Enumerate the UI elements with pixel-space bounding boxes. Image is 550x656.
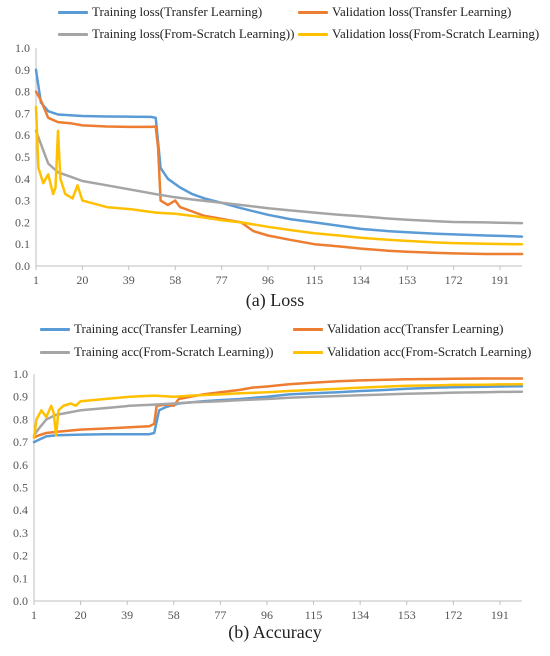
legend-label: Training acc(From-Scratch Learning)) <box>74 344 274 359</box>
accuracy-chart-panel: Training acc(Transfer Learning) Validati… <box>0 318 550 656</box>
y-tick-label: 0.4 <box>15 172 30 186</box>
y-tick-label: 0.6 <box>15 128 30 142</box>
y-tick-label: 0.4 <box>13 503 28 517</box>
x-tick-label: 96 <box>261 608 273 622</box>
x-tick-label: 20 <box>76 273 88 287</box>
x-tick-label: 58 <box>169 273 181 287</box>
x-tick-label: 39 <box>123 273 135 287</box>
legend-item-3: Validation acc(From-Scratch Learning) <box>293 344 531 360</box>
series-line-2 <box>34 129 524 225</box>
x-tick-label: 115 <box>306 273 324 287</box>
y-tick-label: 0.3 <box>15 194 30 208</box>
y-tick-label: 0.8 <box>15 85 30 99</box>
legend-label: Training loss(Transfer Learning) <box>92 4 263 19</box>
x-tick-label: 1 <box>33 273 39 287</box>
x-tick-label: 77 <box>214 608 226 622</box>
x-tick-label: 1 <box>31 608 37 622</box>
y-tick-label: 0.6 <box>13 458 28 472</box>
series-line-0 <box>32 385 524 444</box>
legend-item-0: Training loss(Transfer Learning) <box>58 4 262 20</box>
x-tick-label: 77 <box>216 273 228 287</box>
y-tick-label: 0.9 <box>13 390 28 404</box>
legend-label: Validation acc(Transfer Learning) <box>327 321 504 336</box>
legend-swatch <box>298 10 328 14</box>
x-tick-label: 134 <box>352 273 370 287</box>
x-tick-label: 153 <box>398 273 416 287</box>
y-tick-label: 0.2 <box>13 549 28 563</box>
x-tick-label: 172 <box>445 273 463 287</box>
y-tick-label: 1.0 <box>13 367 28 381</box>
x-tick-label: 134 <box>351 608 369 622</box>
x-tick-label: 191 <box>491 608 509 622</box>
legend-swatch <box>58 32 88 36</box>
legend-swatch <box>298 32 328 36</box>
legend-item-1: Validation acc(Transfer Learning) <box>293 321 503 337</box>
y-tick-label: 0.7 <box>15 106 30 120</box>
x-tick-label: 115 <box>305 608 323 622</box>
series-line-2 <box>32 390 524 437</box>
legend-item-0: Training acc(Transfer Learning) <box>40 321 241 337</box>
y-tick-label: 0.7 <box>13 435 28 449</box>
y-tick-label: 0.2 <box>15 215 30 229</box>
legend-item-2: Training loss(From-Scratch Learning)) <box>58 26 294 42</box>
series-line-3 <box>34 105 524 246</box>
y-tick-label: 0.0 <box>13 594 28 608</box>
accuracy-chart: 0.0 0.1 0.2 0.3 0.4 0.5 0.6 0.7 0.8 0.9 1.0 1 20 39 58… <box>13 367 524 622</box>
y-tick-label: 0.3 <box>13 526 28 540</box>
legend-item-3: Validation loss(From-Scratch Learning) <box>298 26 539 42</box>
series-line-1 <box>34 90 524 256</box>
legend-swatch <box>293 327 323 331</box>
y-tick-label: 0.9 <box>15 63 30 77</box>
y-tick-label: 0.0 <box>15 259 30 273</box>
y-tick-label: 1.0 <box>15 41 30 55</box>
legend-label: Training acc(Transfer Learning) <box>74 321 242 336</box>
x-tick-label: 172 <box>444 608 462 622</box>
x-tick-label: 153 <box>398 608 416 622</box>
legend-label: Validation acc(From-Scratch Learning) <box>327 344 532 359</box>
legend-label: Validation loss(Transfer Learning) <box>332 4 512 19</box>
y-tick-label: 0.5 <box>15 150 30 164</box>
x-tick-label: 191 <box>491 273 509 287</box>
legend-swatch <box>40 327 70 331</box>
y-tick-label: 0.1 <box>13 571 28 585</box>
x-tick-label: 39 <box>121 608 133 622</box>
x-tick-label: 58 <box>168 608 180 622</box>
x-tick-label: 20 <box>75 608 87 622</box>
legend-item-1: Validation loss(Transfer Learning) <box>298 4 511 20</box>
x-tick-label: 96 <box>262 273 274 287</box>
y-tick-label: 0.5 <box>13 481 28 495</box>
y-tick-label: 0.8 <box>13 412 28 426</box>
y-tick-label: 0.1 <box>15 237 30 251</box>
loss-caption: (a) Loss <box>245 290 305 310</box>
loss-chart: 0.0 0.1 0.2 0.3 0.4 0.5 0.6 0.7 0.8 0.9 1.0 1 20 39 58… <box>15 41 524 287</box>
legend-swatch <box>58 10 88 14</box>
legend-label: Validation loss(From-Scratch Learning) <box>332 26 540 41</box>
series-line-3 <box>32 382 524 439</box>
legend-swatch <box>293 350 323 354</box>
loss-chart-panel: Training loss(Transfer Learning) Validat… <box>0 0 550 318</box>
accuracy-caption: (b) Accuracy <box>228 622 322 642</box>
legend-label: Training loss(From-Scratch Learning)) <box>92 26 295 41</box>
series-line-0 <box>34 68 524 238</box>
legend-item-2: Training acc(From-Scratch Learning)) <box>40 344 274 360</box>
legend-swatch <box>40 350 70 354</box>
